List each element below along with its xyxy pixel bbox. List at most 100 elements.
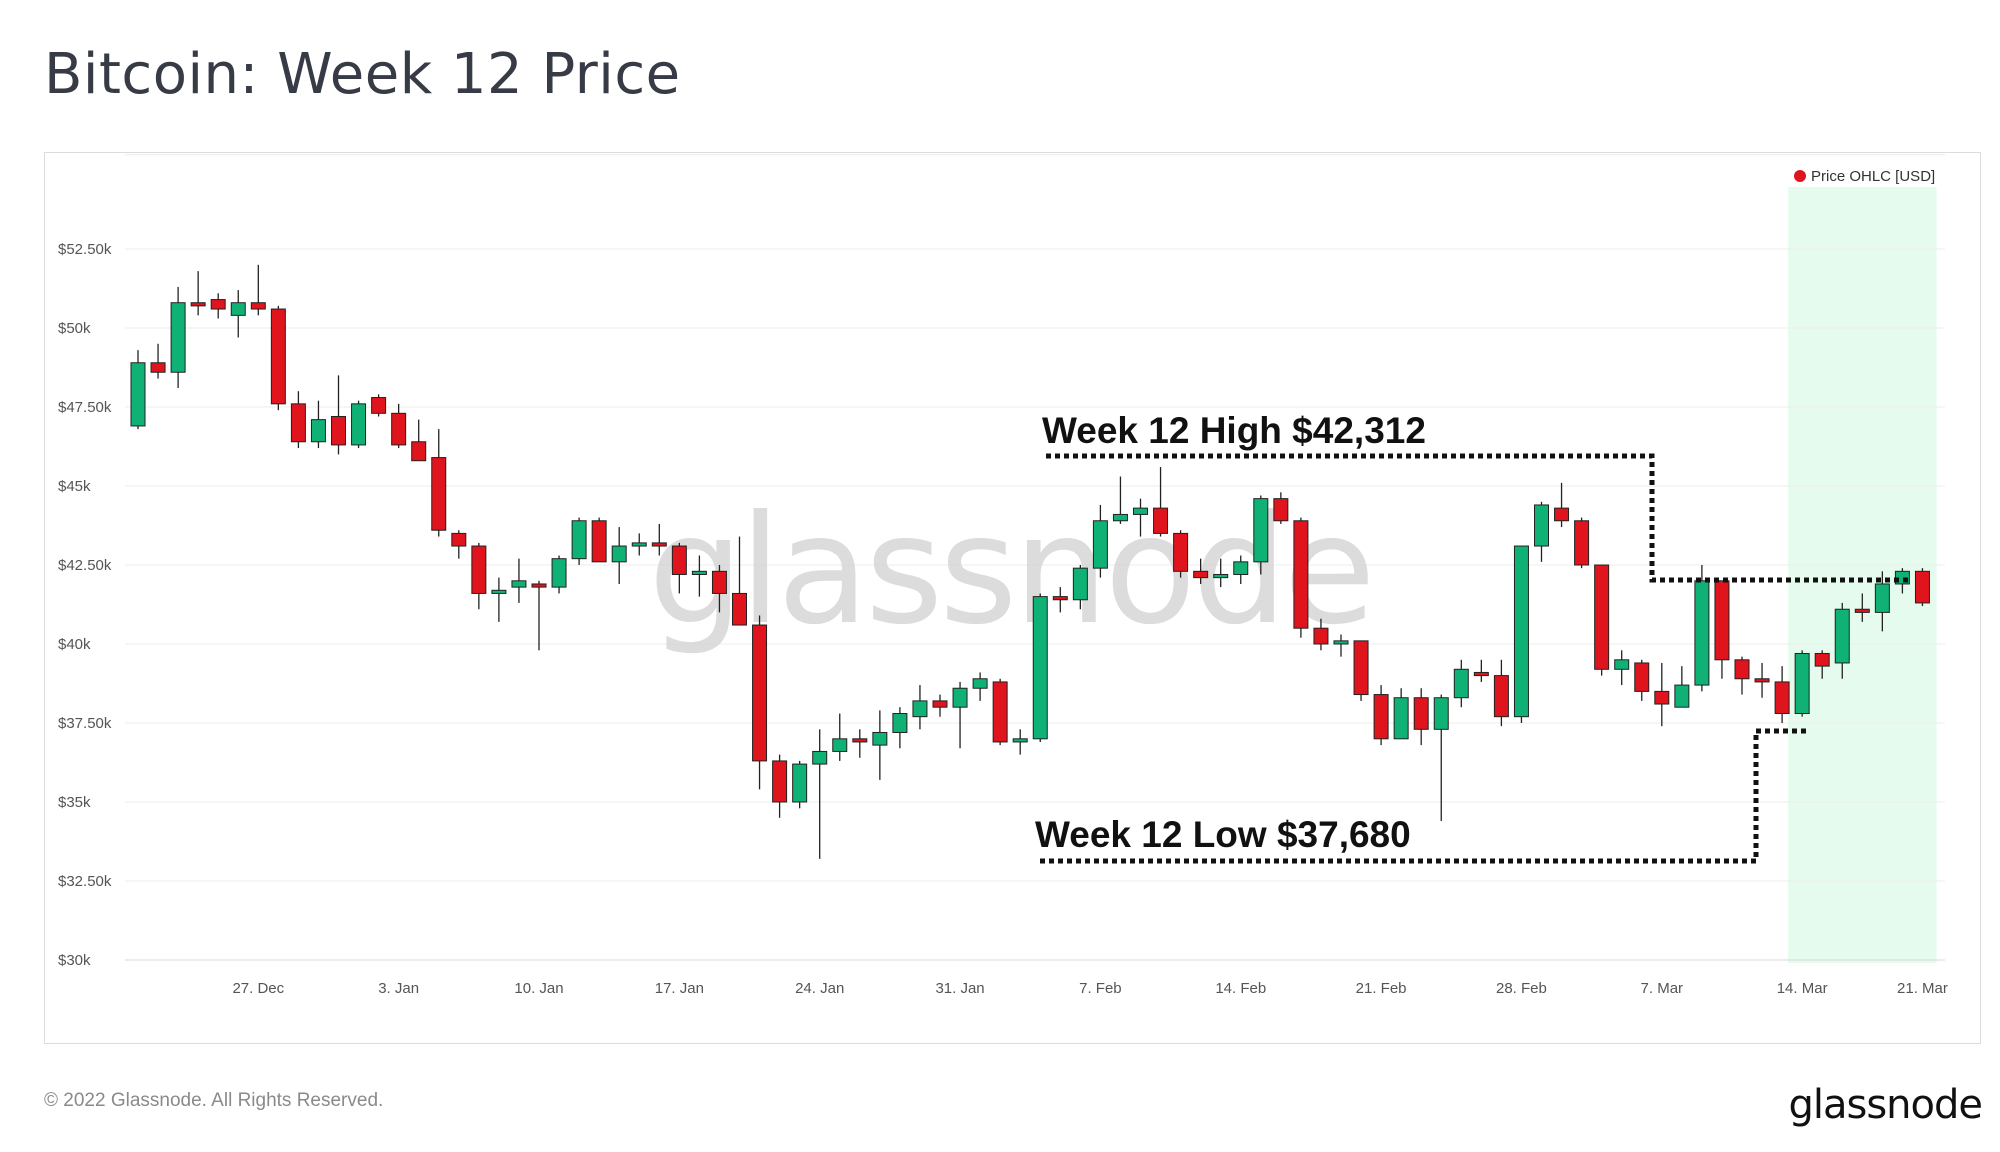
- candle: [1834, 602, 1850, 679]
- candle-body: [752, 624, 768, 762]
- candle-body: [170, 302, 186, 373]
- candle: [1854, 593, 1870, 622]
- candle-body: [992, 681, 1008, 743]
- candle: [1914, 568, 1930, 607]
- candle-body: [511, 580, 527, 588]
- candle: [972, 672, 988, 701]
- candle-body: [1032, 596, 1048, 740]
- candle-body: [290, 403, 306, 443]
- legend: Price OHLC [USD]: [1794, 168, 1935, 185]
- candle-body: [1072, 567, 1088, 601]
- candle: [491, 577, 507, 622]
- y-tick-label: $52.50k: [58, 241, 112, 258]
- candle: [832, 713, 848, 761]
- x-tick-label: 10. Jan: [514, 980, 563, 997]
- candle-body: [1594, 564, 1610, 670]
- candle: [1072, 565, 1088, 610]
- candle: [1112, 476, 1128, 524]
- candle: [511, 558, 527, 603]
- candle-body: [912, 700, 928, 718]
- candle: [792, 760, 808, 809]
- candle-body: [671, 545, 687, 575]
- candle: [471, 542, 487, 610]
- week-12-low-label: Week 12 Low $37,680: [1035, 814, 1411, 855]
- candle: [1193, 558, 1209, 584]
- candle: [1654, 662, 1670, 727]
- candle-body: [1293, 520, 1309, 629]
- candle-body: [431, 457, 447, 531]
- candle-body: [1373, 694, 1389, 740]
- x-tick-label: 27. Dec: [232, 980, 284, 997]
- candle-body: [792, 763, 808, 803]
- candle: [571, 517, 587, 565]
- candle: [1734, 656, 1750, 695]
- candle: [1373, 685, 1389, 746]
- candle-body: [1834, 608, 1850, 664]
- x-tick-label: 21. Feb: [1356, 980, 1407, 997]
- candle: [1794, 650, 1810, 717]
- candle-body: [130, 362, 146, 427]
- candle-body: [1313, 627, 1329, 645]
- candle: [1634, 659, 1650, 701]
- candle-body: [1754, 678, 1770, 683]
- candle: [1253, 495, 1269, 575]
- x-tick-label: 7. Mar: [1641, 980, 1684, 997]
- candle-body: [1233, 561, 1249, 575]
- y-tick-label: $40k: [58, 636, 91, 653]
- x-tick-label: 31. Jan: [935, 980, 984, 997]
- x-tick-label: 21. Mar: [1897, 980, 1948, 997]
- candle: [1493, 659, 1509, 727]
- candle-body: [972, 678, 988, 689]
- candle: [1554, 482, 1570, 528]
- candle-body: [250, 302, 266, 310]
- candle: [1754, 662, 1770, 698]
- candle-body: [1914, 570, 1930, 604]
- candle: [691, 555, 707, 597]
- candle-body: [1814, 652, 1830, 667]
- candle-body: [932, 700, 948, 708]
- candle: [932, 694, 948, 717]
- candle: [1453, 659, 1469, 708]
- x-tick-label: 14. Feb: [1215, 980, 1266, 997]
- candle: [912, 685, 928, 730]
- annotations: Week 12 High $42,312 Week 12 Low $37,680: [1035, 410, 1911, 864]
- candle: [1313, 618, 1329, 651]
- candle: [1594, 564, 1610, 676]
- candle: [732, 536, 747, 626]
- candle: [531, 580, 547, 651]
- candle: [1032, 593, 1048, 742]
- candle: [270, 305, 286, 411]
- candle: [1473, 659, 1489, 682]
- candle: [1293, 517, 1309, 638]
- candle-body: [1253, 498, 1269, 563]
- high-guide-line: [1046, 453, 1911, 583]
- candle-body: [1493, 675, 1509, 718]
- candle-body: [210, 299, 226, 310]
- candle-body: [1874, 583, 1890, 613]
- candle-body: [892, 713, 908, 733]
- candle-body: [711, 570, 727, 594]
- candle: [1333, 634, 1349, 657]
- candle-body: [391, 412, 407, 446]
- candle: [852, 729, 868, 758]
- candle: [711, 565, 727, 613]
- candle-body: [491, 589, 507, 594]
- copyright-text: © 2022 Glassnode. All Rights Reserved.: [44, 1090, 384, 1111]
- glassnode-logo: glassnode: [1788, 1082, 1983, 1128]
- candle: [772, 754, 788, 818]
- candle-body: [1634, 662, 1650, 692]
- week-12-high-label: Week 12 High $42,312: [1042, 410, 1426, 451]
- candle: [1133, 498, 1148, 537]
- candle-body: [651, 542, 667, 547]
- candle-body: [631, 542, 647, 547]
- candle: [371, 394, 387, 417]
- candle: [1353, 640, 1369, 701]
- candle: [551, 555, 567, 594]
- candle-body: [1433, 697, 1449, 730]
- candle-body: [1614, 659, 1630, 670]
- candle: [290, 391, 306, 449]
- candle-body: [1794, 652, 1810, 715]
- candle-body: [852, 738, 868, 743]
- candle-body: [270, 308, 286, 405]
